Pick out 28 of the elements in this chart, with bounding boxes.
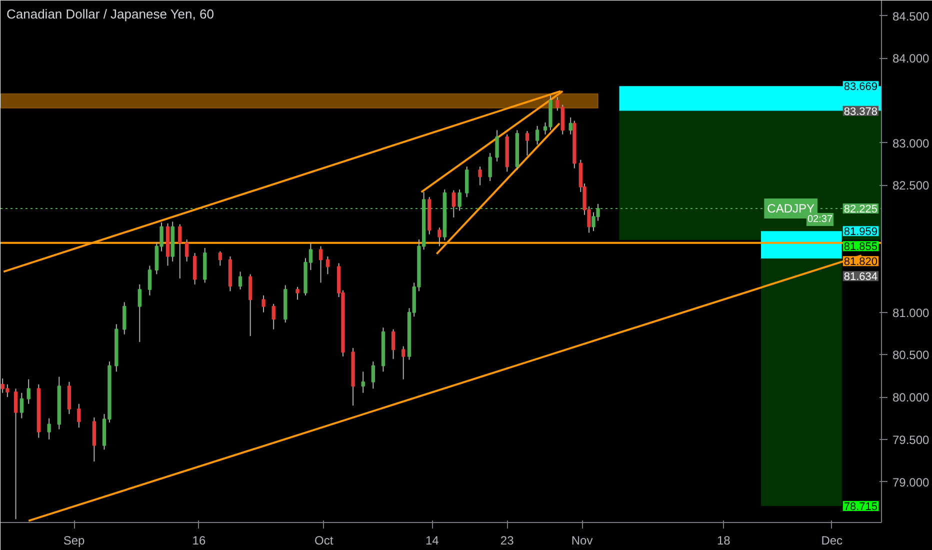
y-tick-label: 79.000 <box>892 475 930 490</box>
ref-line-label: CADJPY <box>767 202 814 216</box>
x-tick-label: 18 <box>716 534 731 548</box>
band-label: 81.959 <box>844 226 878 238</box>
annotation: 81.634 <box>844 271 878 284</box>
annotation: 82.225 <box>844 204 878 216</box>
x-tick-label: Oct <box>314 534 334 548</box>
y-tick-label: 84.000 <box>892 52 930 66</box>
band-label: 83.378 <box>844 106 878 118</box>
y-tick-label: 82.500 <box>892 178 930 193</box>
x-tick-label: 14 <box>425 534 440 548</box>
x-tick-label: Dec <box>821 534 843 548</box>
band-label: 83.669 <box>844 81 878 94</box>
x-tick-label: Nov <box>571 534 593 548</box>
annotation: 81.855 <box>844 241 878 254</box>
band-label: 78.715 <box>844 500 878 513</box>
y-tick-label: 79.500 <box>892 432 930 447</box>
y-tick-label: 81.000 <box>892 306 930 320</box>
y-tick-label: 80.000 <box>892 390 930 405</box>
y-tick-label: 80.500 <box>892 348 930 362</box>
x-tick-label: Sep <box>63 534 86 548</box>
annotation: 02:37 <box>807 214 833 226</box>
annotation: 81.820 <box>844 256 878 268</box>
x-tick-label: 23 <box>500 534 514 548</box>
y-tick-label: 84.500 <box>892 9 930 24</box>
y-tick-label: 83.000 <box>892 136 930 150</box>
x-tick-label: 16 <box>192 534 206 548</box>
text: Canadian Dollar / Japanese Yen, 60 <box>6 6 214 22</box>
